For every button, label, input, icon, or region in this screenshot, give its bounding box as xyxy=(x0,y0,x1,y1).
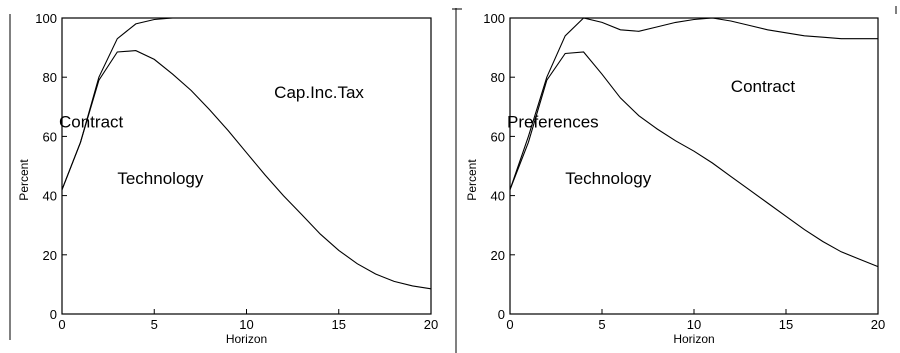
y-tick-label: 60 xyxy=(43,129,57,144)
y-tick-label: 80 xyxy=(43,70,57,85)
chart-panel-right: 0 5 10 15 20 0 20 40 60 80 100 Horizon Percent Prefer… xyxy=(465,11,885,346)
annotation-label: Technology xyxy=(117,169,204,188)
y-axis-label: Percent xyxy=(17,159,31,201)
x-tick-label: 15 xyxy=(332,317,346,332)
x-tick-label: 0 xyxy=(506,317,513,332)
y-axis-label: Percent xyxy=(465,159,479,201)
x-tick-label: 20 xyxy=(871,317,885,332)
x-tick-label: 15 xyxy=(779,317,793,332)
y-tick-label: 100 xyxy=(483,11,505,26)
y-tick-label: 0 xyxy=(498,307,505,322)
x-tick-label: 5 xyxy=(598,317,605,332)
x-axis-label: Horizon xyxy=(673,332,714,346)
y-tick-label: 80 xyxy=(491,70,505,85)
x-tick-label: 10 xyxy=(239,317,253,332)
y-tick-label: 20 xyxy=(43,248,57,263)
x-tick-label: 20 xyxy=(424,317,438,332)
x-tick-label: 10 xyxy=(687,317,701,332)
annotation-label: Contract xyxy=(731,77,796,96)
x-tick-label: 5 xyxy=(151,317,158,332)
annotation-label: Cap.Inc.Tax xyxy=(274,83,364,102)
y-tick-label: 0 xyxy=(50,307,57,322)
plot-frame xyxy=(61,17,432,315)
x-tick-label: 0 xyxy=(58,317,65,332)
y-tick-label: 60 xyxy=(491,129,505,144)
series-line-2 xyxy=(509,51,879,268)
chart-panel-left: 0 5 10 15 20 0 20 40 60 80 100 Horizon Percent Contra… xyxy=(17,11,438,346)
y-tick-label: 40 xyxy=(491,189,505,204)
annotation-label: Technology xyxy=(565,169,652,188)
series-line-1 xyxy=(509,17,878,190)
series-line-1 xyxy=(61,17,431,190)
y-tick-label: 40 xyxy=(43,189,57,204)
series-line-2 xyxy=(61,50,432,290)
annotation-label: Contract xyxy=(59,113,124,132)
x-axis-label: Horizon xyxy=(226,332,267,346)
plot-frame xyxy=(509,17,879,315)
y-tick-label: 100 xyxy=(35,11,57,26)
annotation-label: Preferences xyxy=(507,113,599,132)
y-tick-label: 20 xyxy=(491,248,505,263)
